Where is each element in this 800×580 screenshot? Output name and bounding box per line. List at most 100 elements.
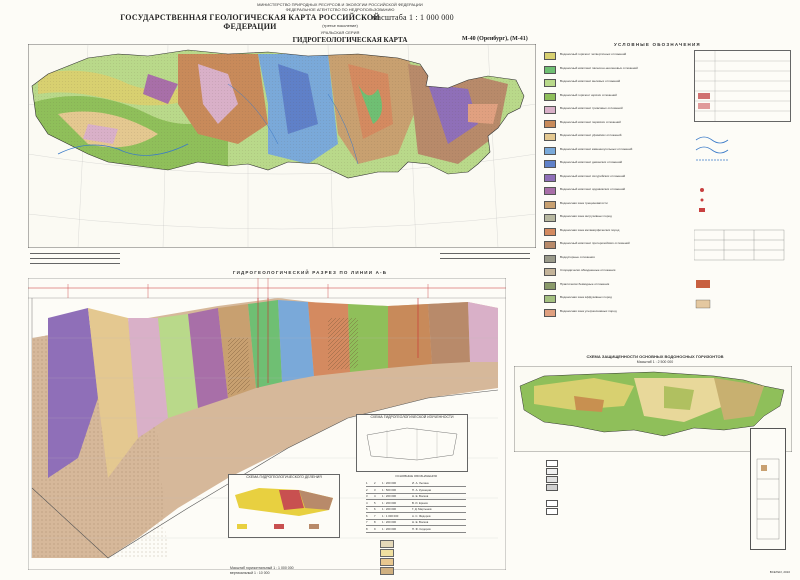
legend-swatch xyxy=(544,106,556,114)
table-cell: 7 xyxy=(374,513,376,518)
legend-row: Водоносная зона ультраосновных пород xyxy=(544,308,794,318)
map-info-left xyxy=(30,250,120,265)
table-cell: 8 xyxy=(366,526,368,531)
study-title: СХЕМА ГИДРОГЕОЛОГИЧЕСКОЙ ИЗУЧЕННОСТИ xyxy=(370,415,454,419)
table-cell: 4 xyxy=(366,500,368,505)
legend-label: Водоносный комплекс пермских отложений xyxy=(560,119,621,124)
legend-swatch xyxy=(544,227,556,236)
table-cell: 1 : 200 000 xyxy=(382,520,396,524)
table-cell: 5 xyxy=(374,500,376,505)
legend-label: Водоносная зона метаморфических пород xyxy=(560,227,620,232)
inset-right-scale: Масштаб 1 : 2 500 000 xyxy=(636,360,674,364)
legend-row: Водоносная зона эффузивных пород xyxy=(544,295,794,304)
section-legend xyxy=(380,540,480,576)
strat-column xyxy=(750,428,786,550)
zoning-title: СХЕМА ГИДРОГЕОЛОГИЧЕСКОГО ДЕЛЕНИЯ xyxy=(246,475,322,479)
legend-panel: УСЛОВНЫЕ ОБОЗНАЧЕНИЯ Водоносный горизонт… xyxy=(544,40,794,340)
legend-table xyxy=(694,50,791,122)
table-cell: Н. Е. Волков xyxy=(412,494,429,498)
legend-row: Водоносный комплекс палеоген-неогеновых … xyxy=(544,65,794,75)
observation-table: ОСНОВНЫЕ ОБОЗНАЧЕНИЯ 1 2 1 : 200 000 И. А. … xyxy=(366,474,466,538)
table-cell: Н. Е. Волков xyxy=(412,520,429,524)
section-title: ГИДРОГЕОЛОГИЧЕСКИЙ РАЗРЕЗ ПО ЛИНИИ А-Б xyxy=(232,270,388,275)
legend-label: Водоносный комплекс уфимских отложений xyxy=(560,133,622,137)
legend-label: Водоносный комплекс силурийских отложени… xyxy=(560,173,626,178)
table-row: 8 9 1 : 200 000 П. Ф. Сидоров xyxy=(366,526,466,533)
table-cell: П. Ф. Сидоров xyxy=(412,526,431,531)
legend-row: Водоносный комплекс пермских отложений xyxy=(544,119,794,129)
table-cell: 2 xyxy=(366,487,368,492)
table-cell: 1 : 200 000 xyxy=(382,494,396,498)
legend-label: Водоносный комплекс протерозойских отлож… xyxy=(560,241,630,245)
table-row: 6 7 1 : 1 000 000 А. С. Фёдоров xyxy=(366,513,466,520)
table-row: 7 8 1 : 200 000 Н. Е. Волков xyxy=(366,519,466,526)
legend-swatch xyxy=(544,281,556,290)
study-inset: СХЕМА ГИДРОГЕОЛОГИЧЕСКОЙ ИЗУЧЕННОСТИ xyxy=(356,414,468,472)
scale-v: вертикальный 1 : 10 000 xyxy=(230,571,270,575)
legend-symbol-swatch xyxy=(696,280,710,288)
legend-swatch xyxy=(544,268,556,276)
table-row: 5 6 1 : 200 000 Г. Д. Мартынов xyxy=(366,506,466,513)
legend-swatch xyxy=(544,92,556,101)
study-canvas xyxy=(366,427,458,461)
table-cell: 2 xyxy=(374,481,376,485)
table-cell: 7 xyxy=(366,520,368,524)
table-cell: 1 : 200 000 xyxy=(382,507,396,511)
inset-right-legend xyxy=(546,460,736,530)
zoning-canvas xyxy=(235,488,333,529)
legend-label: Спорадически обводненные отложения xyxy=(560,268,616,272)
legend-row: Водоносный горизонт четвертичных отложен… xyxy=(544,52,794,61)
legend-label: Водоносная зона ультраосновных пород xyxy=(560,308,617,313)
legend-row: Водоносный горизонт юрских отложений xyxy=(544,92,794,102)
legend-label: Водоносная зона интрузивных пород xyxy=(560,214,612,218)
legend-label: Водоносный комплекс триасовых отложений xyxy=(560,106,623,110)
table-cell: И. А. Лыгина xyxy=(412,481,429,485)
legend-row: Водоносный комплекс уфимских отложений xyxy=(544,133,794,142)
legend-swatch xyxy=(544,214,556,222)
legend-swatch xyxy=(544,119,556,128)
legend-label: Водоносная зона эффузивных пород xyxy=(560,295,612,299)
table-cell: 8 xyxy=(374,520,376,524)
legend-swatch xyxy=(544,173,556,182)
table-cell: 6 xyxy=(366,513,368,518)
legend-swatch xyxy=(544,241,556,249)
legend-label: Водоносный горизонт четвертичных отложен… xyxy=(560,52,627,56)
inset-right-canvas xyxy=(513,365,793,453)
table-cell: 1 : 200 000 xyxy=(382,500,396,505)
legend-label: Водоносный комплекс палеоген-неогеновых … xyxy=(560,65,638,70)
map-canvas xyxy=(27,43,537,249)
table-cell: 3 xyxy=(366,494,368,498)
map-info-right xyxy=(440,250,530,260)
legend-label: Водоносный комплекс каменноугольных отло… xyxy=(560,146,633,151)
legend-label: Водоносный горизонт юрских отложений xyxy=(560,92,617,97)
legend-row: Водоносная зона трещиноватости xyxy=(544,200,794,210)
legend-swatch xyxy=(544,52,556,60)
legend-label: Водоносная зона трещиноватости xyxy=(560,200,608,205)
scale-title: масштаба 1 : 1 000 000 xyxy=(372,13,454,22)
ministry-line-2: ФЕДЕРАЛЬНОЕ АГЕНТСТВО ПО НЕДРОПОЛЬЗОВАНИ… xyxy=(285,7,395,12)
table-cell: 9 xyxy=(374,526,376,531)
table-cell: 4 xyxy=(374,494,376,498)
legend-swatch xyxy=(544,133,556,141)
legend-swatch xyxy=(544,79,556,87)
legend-swatch xyxy=(544,295,556,303)
table-cell: 3 xyxy=(374,487,376,492)
legend-row: Водоносный комплекс протерозойских отлож… xyxy=(544,241,794,250)
table-cell: А. С. Фёдоров xyxy=(412,513,431,518)
legend-title: УСЛОВНЫЕ ОБОЗНАЧЕНИЯ xyxy=(614,42,701,47)
legend-label: Водоносный комплекс меловых отложений xyxy=(560,79,621,83)
inset-right-title: СХЕМА ЗАЩИЩЕННОСТИ ОСНОВНЫХ ВОДОНОСНЫХ Г… xyxy=(586,354,724,359)
strat-column-canvas xyxy=(756,458,780,540)
table-cell: 1 : 200 000 xyxy=(382,526,396,531)
table-row: 1 2 1 : 200 000 И. А. Лыгина xyxy=(366,480,466,487)
legend-table-swatch-2 xyxy=(698,103,710,109)
table-row: 4 5 1 : 200 000 В. И. Ершов xyxy=(366,500,466,507)
legend-table-swatch-1 xyxy=(698,93,710,99)
table-cell: П. А. Кузнецов xyxy=(412,487,432,492)
legend-label: Водоносный комплекс ордовикских отложени… xyxy=(560,187,626,191)
footer-credit: ВСЕГЕИ, 2010 xyxy=(769,570,790,574)
series: УРАЛЬСКАЯ СЕРИЯ xyxy=(320,30,360,35)
scale-h: Масштаб горизонтальный 1 : 1 000 000 xyxy=(230,566,294,570)
table-title: ОСНОВНЫЕ ОБОЗНАЧЕНИЯ xyxy=(395,474,437,478)
ministry-line-1: МИНИСТЕРСТВО ПРИРОДНЫХ РЕСУРСОВ И ЭКОЛОГ… xyxy=(257,2,423,7)
